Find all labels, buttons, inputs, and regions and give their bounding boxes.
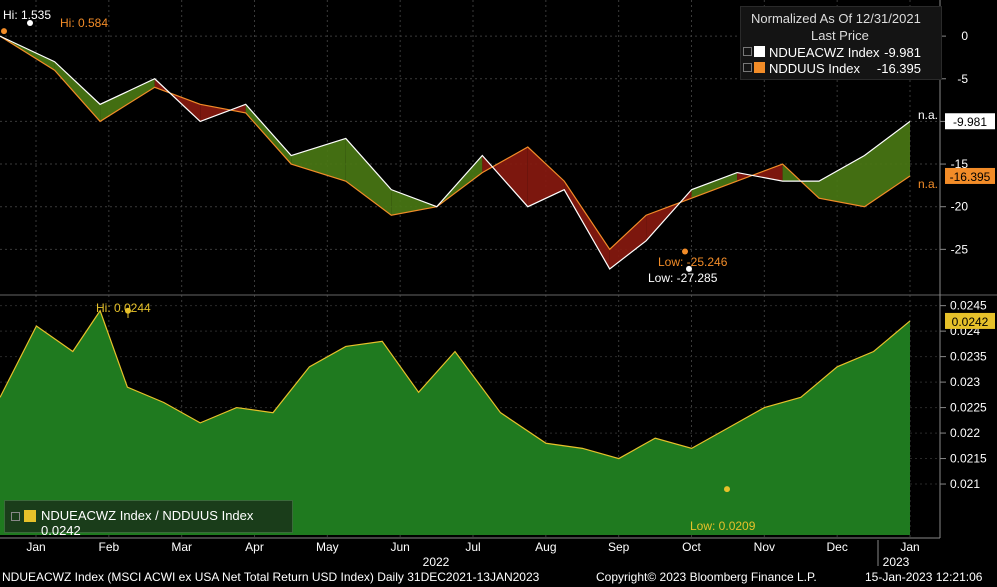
na-label: n.a.: [918, 177, 938, 191]
y-tick-label: -5: [957, 72, 968, 86]
spread-fill: [864, 121, 910, 207]
last-value-tag: [945, 113, 995, 130]
x-tick-label: Jun: [390, 540, 409, 554]
x-tick-label: Dec: [826, 540, 847, 554]
low-label-white: Low: -27.285: [648, 271, 718, 285]
spread-fill: [609, 215, 647, 269]
spread-fill: [100, 78, 155, 122]
y-tick-label: 0.0245: [950, 299, 987, 313]
x-tick-label: Jan: [900, 540, 919, 554]
spread-fill: [691, 172, 738, 199]
low-label-orange: Low: -25.246: [658, 255, 728, 269]
bottom-panel-plot: [0, 309, 911, 535]
x-tick-label: Feb: [98, 540, 119, 554]
hi-label-orange: Hi: 0.584: [60, 16, 108, 30]
spread-fill: [245, 104, 292, 165]
y-tick-label: 0.021: [950, 477, 980, 491]
hi-marker: [27, 20, 33, 27]
ratio-line: [0, 309, 911, 460]
hi-marker: [125, 307, 131, 314]
x-tick-label: May: [316, 540, 339, 554]
legend-item-value: -16.395: [876, 61, 921, 76]
y-tick-label: 0.0225: [950, 401, 987, 415]
legend-item-label: NDDUUS Index: [769, 61, 861, 76]
x-tick-label: Oct: [682, 540, 701, 554]
legend-swatch: [24, 510, 36, 522]
last-value-tag-text: -16.395: [950, 170, 991, 184]
na-label: n.a.: [918, 108, 938, 122]
hi-marker: [1, 28, 7, 35]
legend-swatch: [754, 62, 765, 73]
year-label: 2023: [883, 555, 910, 569]
ratio-legend[interactable]: NDUEACWZ Index / NDDUUS Index 0.0242: [4, 500, 293, 538]
y-tick-label: 0.0235: [950, 350, 987, 364]
low-marker: [724, 486, 730, 493]
spread-fill: [482, 147, 528, 207]
top-panel-plot: [0, 35, 911, 270]
ratio-area: [0, 310, 910, 535]
footer-description: NDUEACWZ Index (MSCI ACWI ex USA Net Tot…: [2, 570, 540, 584]
x-tick-label: Nov: [754, 540, 775, 554]
low-marker: [682, 248, 688, 255]
spread-fill: [527, 147, 565, 207]
x-tick-label: Jul: [465, 540, 480, 554]
x-tick-label: Apr: [245, 540, 264, 554]
footer-copyright: Copyright© 2023 Bloomberg Finance L.P.: [596, 570, 817, 584]
spread-fill: [345, 138, 392, 216]
x-tick-label: Mar: [171, 540, 192, 554]
y-tick-label: 0: [961, 29, 968, 43]
legend-item-nadueacwz[interactable]: NDUEACWZ Index -9.981: [743, 45, 939, 61]
ratio-legend-label: NDUEACWZ Index / NDDUUS Index 0.0242: [41, 508, 254, 538]
spread-fill: [819, 155, 865, 207]
legend-item-ndduus[interactable]: NDDUUS Index -16.395: [743, 61, 939, 77]
legend-item-value: -9.981: [884, 45, 921, 60]
expand-icon[interactable]: [743, 47, 752, 56]
x-tick-label: Sep: [608, 540, 630, 554]
legend-title: Normalized As Of 12/31/2021: [751, 11, 921, 26]
series-line: [0, 35, 911, 270]
year-label: 2022: [423, 555, 450, 569]
y-tick-label: -25: [951, 242, 969, 256]
spread-fill: [564, 181, 610, 269]
legend-box: Normalized As Of 12/31/2021 Last Price N…: [740, 6, 942, 80]
top-panel-grid: [0, 0, 940, 538]
y-tick-label: -20: [951, 200, 969, 214]
legend-swatch: [754, 46, 765, 57]
last-value-tag-text: 0.0242: [952, 315, 989, 329]
last-value-tag-text: -9.981: [953, 115, 987, 129]
spread-fill: [54, 61, 101, 122]
y-tick-label: 0.023: [950, 375, 980, 389]
spread-fill: [291, 138, 346, 182]
x-tick-label: Aug: [535, 540, 556, 554]
low-label: Low: 0.0209: [690, 519, 756, 533]
annotations: Hi: 1.535 Hi: 0.584 Low: -25.246 Low: -27.2…: [1, 8, 995, 533]
expand-icon[interactable]: [11, 512, 20, 521]
expand-icon[interactable]: [743, 63, 752, 72]
y-tick-label: -15: [951, 157, 969, 171]
hi-label: Hi: 0.0244: [96, 301, 151, 315]
x-tick-label: Jan: [26, 540, 45, 554]
last-value-tag: [945, 167, 995, 184]
axes: Jan Feb Mar Apr May Jun Jul Aug Sep Oct Nov Dec Jan2…: [0, 0, 997, 569]
last-value-tag: [945, 312, 995, 329]
legend-item-label: NDUEACWZ Index: [769, 45, 880, 60]
footer-timestamp: 15-Jan-2023 12:21:06: [865, 570, 983, 584]
y-tick-label: 0.0215: [950, 452, 987, 466]
y-tick-label: 0.022: [950, 426, 980, 440]
low-marker: [686, 265, 692, 272]
hi-label-white: Hi: 1.535: [3, 8, 51, 22]
legend-subtitle: Last Price: [811, 28, 869, 43]
